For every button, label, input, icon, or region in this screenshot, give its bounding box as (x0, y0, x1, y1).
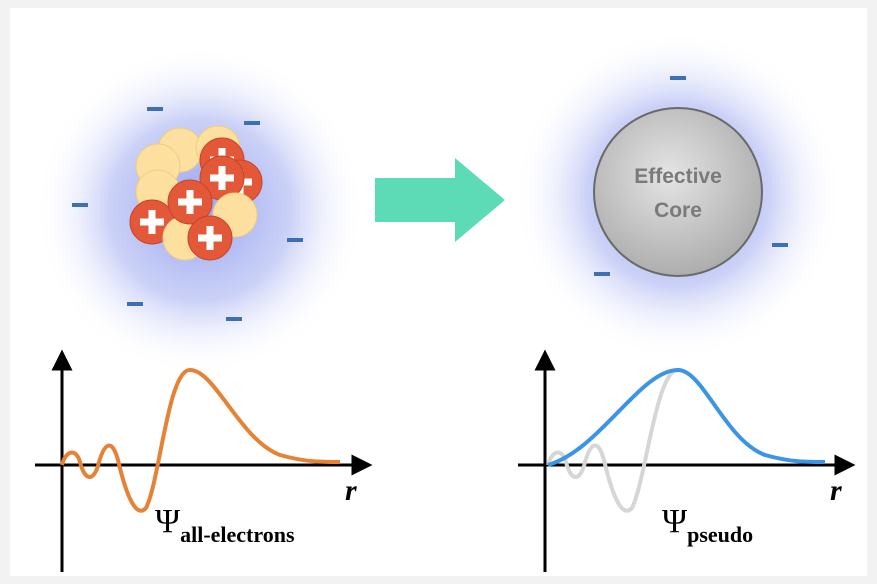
psi: Ψ (155, 503, 180, 540)
core-label: Effective (634, 165, 722, 188)
subscript: all-electrons (180, 522, 295, 547)
axis-label: r (830, 474, 842, 507)
psi: Ψ (662, 503, 687, 540)
subscript: pseudo (687, 522, 753, 547)
diagram: Effective Core r Ψall-electrons r Ψpseud… (0, 0, 877, 584)
page: Effective Core r Ψall-electrons r Ψpseud… (0, 0, 877, 584)
effective-core (594, 108, 762, 276)
core-label: Core (654, 199, 702, 222)
axis-label: r (345, 474, 357, 507)
